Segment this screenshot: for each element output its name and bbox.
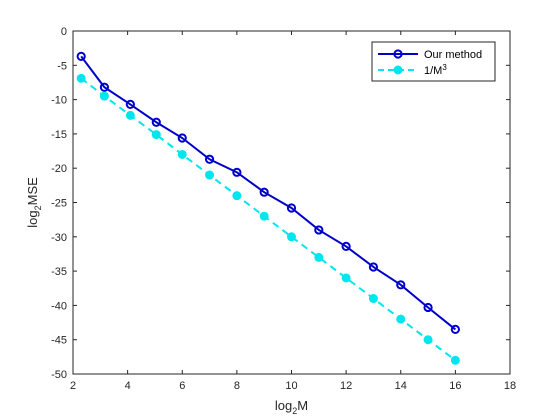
- series-point-1: [259, 211, 269, 221]
- x-tick-label: 2: [70, 380, 76, 392]
- series-point-0: [314, 225, 324, 235]
- x-tick-label: 4: [125, 380, 131, 392]
- series-point-1: [205, 170, 215, 180]
- series-point-0: [450, 324, 460, 335]
- series-point-0: [423, 302, 433, 313]
- series-point-0: [232, 167, 242, 177]
- series-point-1: [99, 91, 109, 101]
- legend-marker-inverse-cube: [393, 65, 403, 75]
- legend: Our method 1/M3: [371, 41, 496, 82]
- series-point-1: [125, 110, 135, 120]
- series-point-1: [423, 335, 433, 345]
- series-point-1: [314, 252, 324, 262]
- y-tick-label: -30: [51, 232, 67, 244]
- series-point-1: [396, 314, 406, 324]
- y-tick-label: -5: [57, 60, 67, 72]
- y-tick-label: 0: [61, 26, 67, 38]
- x-tick-label: 14: [395, 380, 407, 392]
- series-point-1: [287, 232, 296, 242]
- series-point-0: [99, 82, 110, 92]
- legend-label-our-method: Our method: [424, 49, 482, 61]
- series-point-0: [76, 51, 86, 61]
- x-tick-label: 12: [340, 380, 352, 392]
- y-tick-label: -50: [51, 369, 67, 381]
- series-point-1: [341, 273, 351, 283]
- legend-box: [371, 41, 496, 82]
- y-axis-label: log2MSE: [25, 177, 43, 228]
- y-tick-label: -45: [51, 335, 67, 347]
- series-line-0: [80, 55, 457, 331]
- series-point-1: [151, 130, 161, 140]
- series-point-0: [204, 154, 215, 164]
- x-tick-label: 18: [504, 380, 516, 392]
- series-point-1: [232, 191, 242, 201]
- y-tick-label: -25: [51, 198, 67, 210]
- legend-label-inverse-cube: 1/M3: [424, 63, 447, 77]
- series-point-1: [368, 294, 378, 304]
- series-point-1: [177, 149, 187, 159]
- series-point-0: [341, 241, 351, 252]
- x-tick-label: 16: [449, 380, 461, 392]
- ticks-layer: 2 4 6 8 10 12 14 16 18 0 -5 -10 -15 -20 -25 -30 -35 -40 -4…: [51, 26, 516, 392]
- series-point-1: [450, 355, 460, 365]
- series-point-0: [151, 117, 161, 127]
- series-point-0: [368, 262, 379, 272]
- x-tick-label: 8: [234, 380, 240, 392]
- series-point-1: [76, 73, 86, 83]
- x-axis-label: log2M: [275, 398, 308, 416]
- series-point-0: [177, 133, 187, 143]
- y-tick-label: -15: [51, 129, 67, 141]
- y-tick-label: -40: [51, 300, 67, 312]
- series-point-0: [259, 187, 269, 197]
- series-layer: [76, 51, 460, 365]
- y-tick-label: -35: [51, 266, 67, 278]
- x-tick-label: 6: [179, 380, 185, 392]
- legend-marker-our-method: [393, 49, 403, 59]
- x-tick-label: 10: [285, 380, 297, 392]
- y-tick-label: -10: [51, 95, 67, 107]
- plot-area: [73, 31, 510, 374]
- y-tick-label: -20: [51, 163, 67, 175]
- series-point-0: [286, 203, 297, 213]
- series-point-0: [396, 280, 406, 290]
- series-point-0: [125, 99, 135, 110]
